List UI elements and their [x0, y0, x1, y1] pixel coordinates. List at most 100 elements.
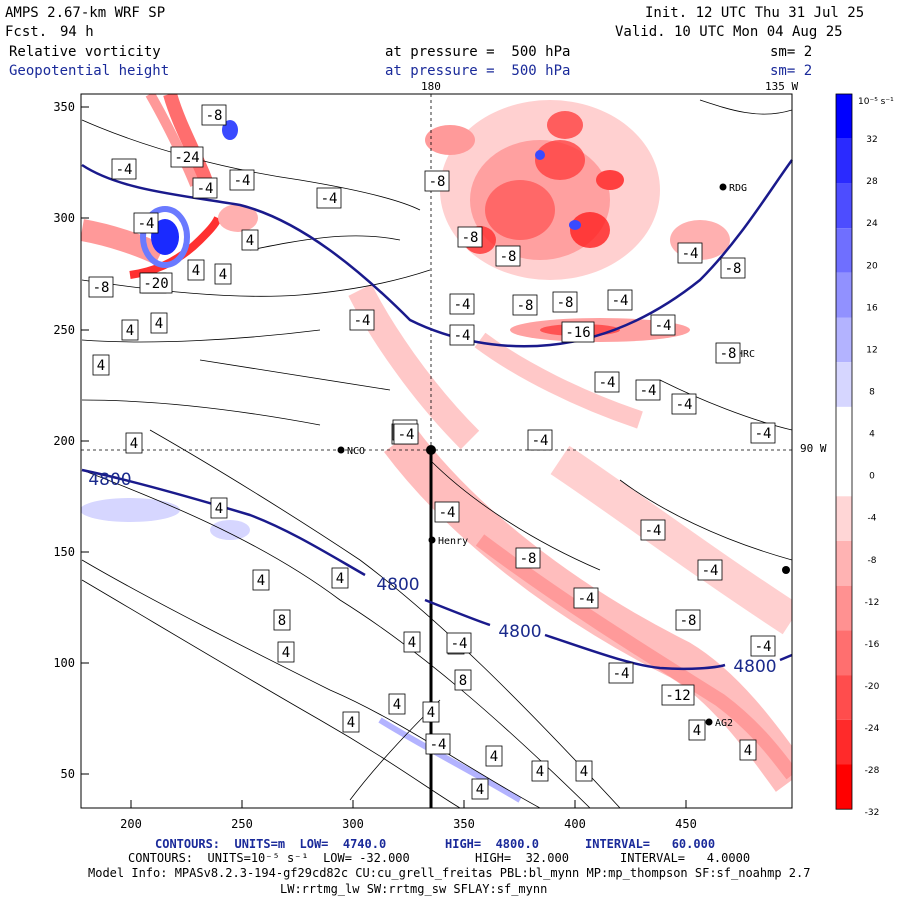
- vorticity-contour-label: -4: [750, 635, 776, 657]
- footer-height-high: HIGH= 4800.0: [445, 837, 539, 851]
- vorticity-contour-label: -8: [675, 609, 701, 631]
- svg-text:-4: -4: [321, 191, 338, 207]
- svg-text:-12: -12: [665, 688, 690, 704]
- station-label-ag2: AG2: [715, 718, 733, 729]
- valid-time: Valid. 10 UTC Mon 04 Aug 25: [615, 24, 843, 40]
- colorbar-segment: [836, 406, 852, 452]
- vorticity-contour-label: -4: [316, 187, 342, 209]
- vorticity-contour-label: 4: [187, 259, 205, 281]
- vorticity-contour-label: -12: [661, 684, 695, 706]
- svg-text:-4: -4: [578, 591, 595, 607]
- svg-text:-8: -8: [206, 108, 223, 124]
- footer-vort-high: HIGH= 32.000: [475, 851, 569, 865]
- colorbar-label: 0: [869, 472, 875, 482]
- svg-text:-4: -4: [454, 328, 471, 344]
- svg-text:4: 4: [155, 316, 163, 332]
- colorbar-segment: [836, 496, 852, 541]
- vorticity-contour-label: -8: [424, 170, 450, 192]
- footer-vort-contours: CONTOURS: UNITS=10⁻⁵ s⁻¹ LOW= -32.000: [128, 851, 410, 865]
- vorticity-contour-label: -16: [561, 321, 595, 343]
- vorticity-contour-label: -8: [515, 547, 541, 569]
- vorticity-contour-label: -8: [720, 257, 746, 279]
- lat-label-90w: 90 W: [800, 442, 827, 455]
- colorbar-segment: [836, 541, 852, 586]
- field2-smoothing: sm= 2: [770, 63, 813, 79]
- colorbar-segment: [836, 764, 852, 810]
- height-contour-label: 4800: [498, 622, 541, 642]
- vorticity-contour-label: -4: [607, 289, 633, 311]
- vorticity-contour-label: -4: [697, 559, 723, 581]
- footer-vort-interval: INTERVAL= 4.0000: [620, 851, 751, 865]
- footer-physics-info: LW:rrtmg_lw SW:rrtmg_sw SFLAY:sf_mynn: [280, 882, 548, 896]
- svg-text:-8: -8: [93, 280, 110, 296]
- footer-height-contours: CONTOURS: UNITS=m LOW= 4740.0: [155, 837, 387, 851]
- vorticity-contour-label: -4: [640, 519, 666, 541]
- svg-text:4: 4: [476, 782, 484, 798]
- svg-text:4: 4: [580, 764, 588, 780]
- vorticity-contour-label: -4: [434, 501, 460, 523]
- svg-text:4: 4: [427, 705, 435, 721]
- vorticity-contour-label: 4: [342, 711, 360, 733]
- x-tick-label: 450: [675, 817, 697, 831]
- x-tick-label: 250: [231, 817, 253, 831]
- vorticity-contour-label: -4: [594, 371, 620, 393]
- colorbar-label: 28: [866, 177, 878, 187]
- svg-text:-8: -8: [429, 174, 446, 190]
- y-tick-label: 150: [53, 545, 75, 559]
- station-marker: [337, 446, 345, 454]
- svg-text:4: 4: [192, 263, 200, 279]
- station-label-henry: Henry: [438, 536, 468, 547]
- svg-text:-4: -4: [454, 297, 471, 313]
- svg-text:-4: -4: [682, 246, 699, 262]
- svg-text:4: 4: [536, 764, 544, 780]
- colorbar-label: 20: [866, 261, 878, 271]
- colorbar-segment: [836, 675, 852, 720]
- svg-text:-8: -8: [680, 613, 697, 629]
- svg-text:-4: -4: [439, 505, 456, 521]
- y-tick-label: 200: [53, 434, 75, 448]
- svg-text:4: 4: [219, 267, 227, 283]
- vorticity-contour-label: -8: [512, 294, 538, 316]
- vorticity-contour-label: -4: [192, 177, 218, 199]
- station-label-nco: NCO: [347, 446, 365, 457]
- station-marker: [705, 718, 713, 726]
- y-tick-label: 300: [53, 211, 75, 225]
- plot-frame: [80, 93, 793, 809]
- svg-text:4: 4: [744, 743, 752, 759]
- svg-text:-4: -4: [655, 318, 672, 334]
- vorticity-contour-label: 4: [214, 263, 232, 285]
- vorticity-contour-label: -4: [573, 587, 599, 609]
- vorticity-contour-label: 4: [422, 701, 440, 723]
- vorticity-contour-label: 4: [471, 778, 489, 800]
- svg-text:-24: -24: [174, 150, 199, 166]
- lon-label-180: 180: [421, 80, 441, 93]
- transect-origin-marker: [426, 445, 436, 455]
- vorticity-contour-label: -8: [88, 276, 114, 298]
- x-tick-label: 350: [453, 817, 475, 831]
- vorticity-contour-label: -4: [650, 314, 676, 336]
- vorticity-contour-label: 8: [273, 609, 291, 631]
- svg-text:-20: -20: [143, 276, 168, 292]
- svg-text:-8: -8: [500, 249, 517, 265]
- colorbar-label: 24: [866, 219, 878, 229]
- vorticity-contour-label: 4: [485, 745, 503, 767]
- svg-text:-4: -4: [234, 173, 251, 189]
- colorbar-segment: [836, 272, 852, 318]
- svg-text:-4: -4: [138, 216, 155, 232]
- svg-text:4: 4: [490, 749, 498, 765]
- vorticity-contour-label: -8: [552, 291, 578, 313]
- lon-label-135w: 135 W: [765, 80, 799, 93]
- vorticity-contour-label: -4: [111, 158, 137, 180]
- colorbar-segment: [836, 630, 852, 676]
- svg-text:4: 4: [347, 715, 355, 731]
- vorticity-contour-label: 4: [210, 497, 228, 519]
- colorbar-label: 4: [869, 430, 875, 440]
- svg-text:4: 4: [336, 571, 344, 587]
- svg-text:-4: -4: [755, 426, 772, 442]
- colorbar-label: -8: [868, 556, 877, 566]
- svg-text:8: 8: [278, 613, 286, 629]
- svg-text:-4: -4: [613, 666, 630, 682]
- vorticity-contour-label: 4: [531, 760, 549, 782]
- svg-text:-4: -4: [532, 433, 549, 449]
